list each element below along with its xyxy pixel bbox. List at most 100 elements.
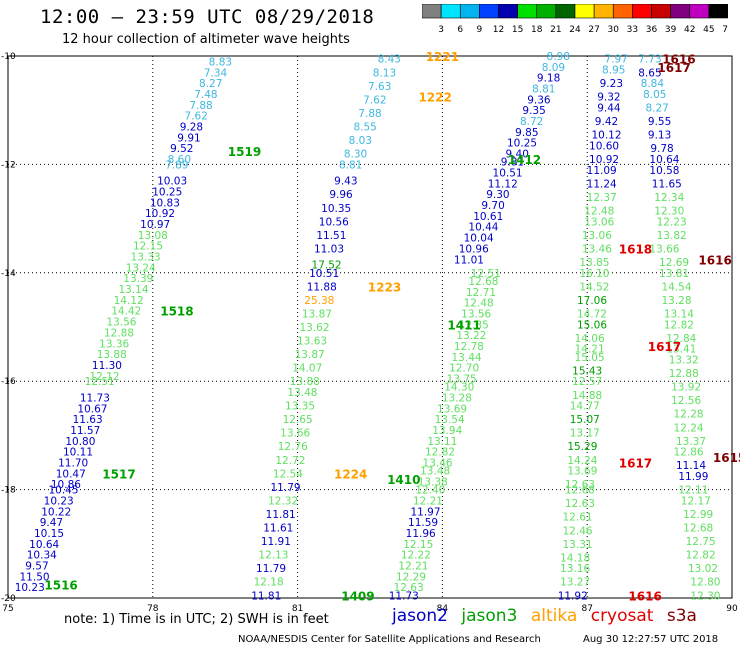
wave-height-value: 8.30	[344, 149, 367, 161]
wave-height-value: 7.88	[189, 100, 212, 112]
wave-height-value: 14.77	[570, 401, 600, 413]
color-scale-bar: 36912151821242730333639424570(ft)	[422, 4, 728, 35]
wave-height-value: 11.73	[80, 392, 110, 404]
wave-height-value: 12.65	[283, 414, 313, 426]
colorbar-tick-label: 18	[531, 25, 543, 35]
wave-height-value: 12.17	[681, 495, 711, 507]
wave-height-value: 13.46	[582, 243, 612, 255]
wave-height-value: 13.94	[432, 425, 462, 437]
wave-height-value: 17.06	[577, 295, 607, 307]
pass-time-label: 1221	[426, 50, 459, 64]
wave-height-value: 13.38	[418, 476, 448, 488]
wave-height-value: 10.56	[319, 216, 349, 228]
x-tick-label: 78	[147, 604, 159, 614]
wave-height-value: 8.13	[373, 67, 396, 79]
wave-height-value: 8.81	[339, 159, 362, 171]
wave-height-value: 12.84	[666, 333, 696, 345]
wave-height-value: 9.42	[595, 116, 618, 128]
wave-height-value: 14.52	[579, 281, 609, 293]
wave-height-value: 11.97	[410, 506, 440, 518]
colorbar-tick-label: 45	[703, 25, 714, 35]
wave-height-value: 10.15	[34, 528, 64, 540]
wave-height-value: 14.88	[572, 390, 602, 402]
wave-height-value: 11.50	[20, 571, 50, 583]
wave-height-value: 12.78	[454, 341, 484, 353]
wave-height-value: 14.21	[575, 344, 605, 356]
legend-altika: altika	[530, 606, 578, 626]
wave-height-value: 10.64	[29, 539, 59, 551]
wave-height-value: 9.55	[648, 116, 671, 128]
wave-height-value: 12.76	[278, 441, 308, 453]
wave-height-value: 7.97	[604, 54, 627, 66]
wave-height-value: 13.48	[420, 466, 450, 478]
wave-height-value: 13.81	[659, 268, 689, 280]
wave-height-value: 10.23	[44, 495, 74, 507]
wave-height-value: 14.06	[575, 333, 605, 345]
wave-height-value: 11.61	[263, 523, 293, 535]
wave-height-value: 8.83	[209, 56, 232, 68]
plot-frame	[7, 55, 733, 599]
wave-height-value: 7.89	[165, 159, 188, 171]
y-tick-label: -18	[1, 486, 16, 496]
wave-height-value: 13.16	[560, 563, 590, 575]
wave-height-value: 11.99	[678, 471, 708, 483]
pass-time-label: 1412	[508, 153, 541, 167]
wave-height-value: 12.68	[683, 523, 713, 535]
wave-height-value: 7.73	[638, 54, 661, 66]
colorbar-tick-label: 21	[550, 25, 561, 35]
wave-height-value: 13.66	[280, 428, 310, 440]
wave-height-value: 13.88	[97, 349, 127, 361]
wave-height-value: 14.24	[567, 455, 597, 467]
wave-height-value: 10.04	[464, 233, 494, 245]
wave-height-value: 12.15	[403, 539, 433, 551]
wave-height-value: 11.70	[58, 458, 88, 470]
wave-height-value: 12.68	[468, 276, 498, 288]
y-tick-label: -16	[1, 377, 16, 387]
wave-height-value: 10.45	[48, 485, 78, 497]
wave-height-value: 7.34	[204, 67, 228, 79]
wave-height-value: 12.69	[659, 257, 689, 269]
colorbar-tick-label: 36	[646, 25, 658, 35]
wave-height-value: 8.55	[353, 121, 376, 133]
wave-height-value: 12.82	[664, 319, 694, 331]
wave-height-value: 12.46	[563, 525, 593, 537]
wave-height-value: 13.75	[447, 373, 477, 385]
legend-jason3: jason3	[461, 606, 518, 626]
wave-height-value: 13.62	[299, 322, 329, 334]
wave-height-value: 10.83	[150, 197, 180, 209]
wave-height-value: 10.03	[157, 176, 187, 188]
wave-height-value: 13.37	[676, 436, 706, 448]
wave-height-value: 9.44	[597, 102, 621, 114]
wave-height-value: 13.28	[442, 392, 472, 404]
wave-height-value: 7.48	[194, 89, 217, 101]
wave-height-value: 11.65	[652, 178, 682, 190]
wave-height-value: 12.40	[415, 485, 445, 497]
colorbar-tick-label: 15	[512, 25, 523, 35]
wave-height-value: 14.54	[661, 281, 691, 293]
wave-height-value: 12.71	[466, 287, 496, 299]
wave-height-value: 7.88	[358, 108, 381, 120]
wave-height-value: 11.63	[73, 414, 103, 426]
colorbar-tick-label: 24	[569, 25, 581, 35]
wave-height-value: 11.03	[314, 243, 344, 255]
wave-height-value: 12.72	[275, 455, 305, 467]
x-tick-label: 87	[581, 604, 592, 614]
wave-height-value: 12.37	[587, 192, 617, 204]
wave-height-value: 14.18	[560, 552, 590, 564]
wave-height-value: 9.91	[177, 132, 200, 144]
wave-height-value: 14.42	[111, 306, 141, 318]
colorbar-tick-label: 30	[608, 25, 620, 35]
wave-height-value: 9.28	[180, 121, 203, 133]
wave-height-value: 13.69	[437, 403, 467, 415]
wave-height-value: 13.06	[582, 230, 612, 242]
pass-time-label: 1616	[662, 53, 695, 67]
colorbar-tick-label: 42	[684, 25, 695, 35]
wave-height-value: 10.22	[41, 506, 71, 518]
wave-height-value: 9.18	[537, 73, 560, 85]
wave-height-value: 13.24	[126, 262, 156, 274]
wave-height-value: 12.11	[678, 485, 708, 497]
footer-credit: NOAA/NESDIS Center for Satellite Applica…	[238, 634, 541, 645]
wave-height-value: 12.63	[394, 582, 424, 594]
pass-time-label: 1224	[334, 467, 367, 481]
